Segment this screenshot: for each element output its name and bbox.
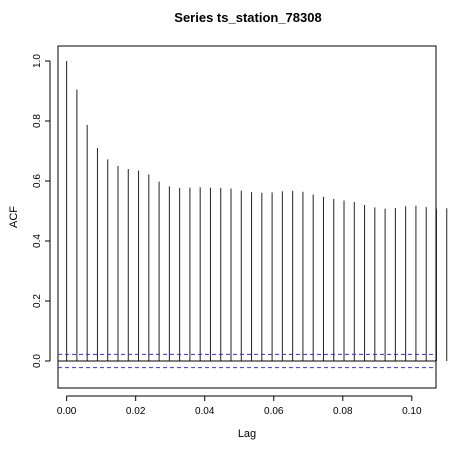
y-tick-label: 0.0 [32,354,43,368]
x-tick-label: 0.10 [402,406,422,417]
x-tick-label: 0.04 [195,406,215,417]
x-tick-label: 0.02 [126,406,146,417]
x-tick-label: 0.06 [264,406,284,417]
x-axis-label: Lag [238,428,256,440]
y-axis-label: ACF [8,206,20,228]
x-tick-label: 0.00 [57,406,77,417]
reference-lines [58,353,436,369]
y-axis: 0.0 0.2 0.4 0.6 0.8 1.0 [32,54,51,368]
chart-title: Series ts_station_78308 [174,10,321,25]
plot-frame [57,45,437,389]
y-tick-label: 0.6 [32,174,43,188]
y-tick-label: 0.8 [32,114,43,128]
y-tick-label: 0.2 [32,294,43,308]
x-axis: 0.00 0.02 0.04 0.06 0.08 0.10 [57,395,422,417]
x-tick-label: 0.08 [333,406,353,417]
acf-bars [66,61,448,361]
y-tick-label: 0.4 [32,234,43,248]
y-tick-label: 1.0 [32,54,43,68]
